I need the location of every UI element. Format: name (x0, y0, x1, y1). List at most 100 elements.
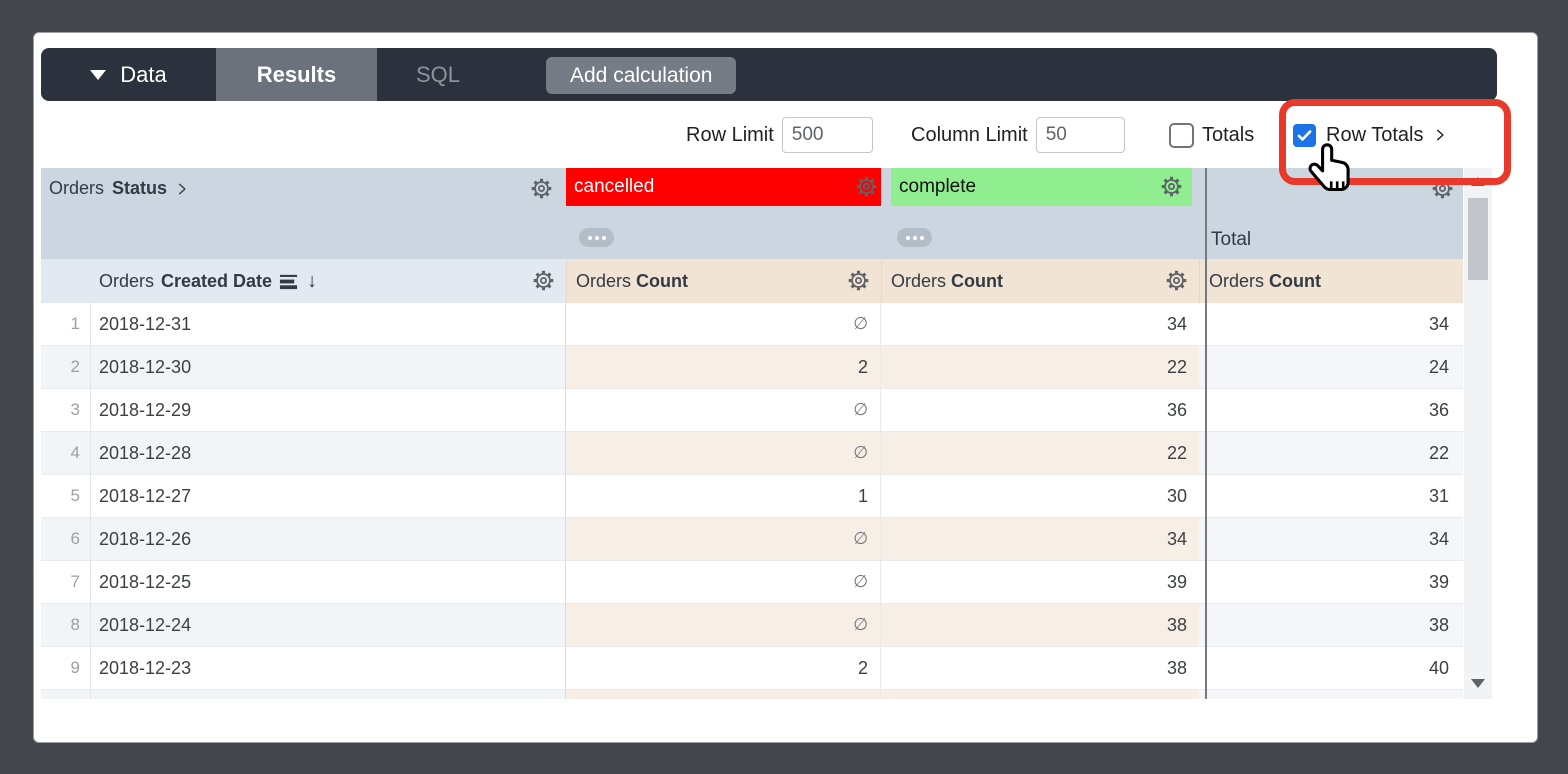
tab-sql[interactable]: SQL (377, 48, 499, 101)
row-number: 6 (41, 518, 91, 560)
row-totals-checkbox[interactable] (1293, 123, 1316, 147)
row-total-cell[interactable]: 38 (1199, 690, 1463, 699)
row-number: 10 (41, 690, 91, 699)
vertical-scrollbar[interactable] (1464, 168, 1492, 699)
row-total-cell[interactable]: 31 (1428, 485, 1449, 506)
date-cell[interactable]: 2018-12-26 (91, 518, 566, 560)
more-options-button[interactable] (897, 228, 932, 247)
complete-count-cell[interactable]: 22 (881, 346, 1199, 388)
gear-icon[interactable] (529, 176, 554, 201)
pivot-value-complete[interactable]: complete (891, 168, 1192, 206)
row-field-header[interactable]: Orders Created Date ↓ (91, 259, 566, 303)
table-row: 10 2018-12-22 ∅ 38 38 (41, 690, 1463, 699)
more-options-button[interactable] (579, 228, 614, 247)
gear-icon[interactable] (854, 174, 879, 199)
cancelled-count-cell[interactable]: ∅ (566, 604, 881, 646)
row-number: 9 (41, 647, 91, 689)
cancelled-count-cell[interactable]: ∅ (566, 389, 881, 431)
field-lines-icon (279, 272, 298, 291)
row-total-cell[interactable]: 40 (1428, 657, 1449, 678)
date-cell[interactable]: 2018-12-31 (91, 303, 566, 345)
row-number: 4 (41, 432, 91, 474)
pivot-value-label: complete (899, 176, 977, 197)
pivot-value-label: cancelled (574, 176, 655, 197)
date-cell[interactable]: 2018-12-24 (91, 604, 566, 646)
date-cell[interactable]: 2018-12-22 (91, 690, 566, 699)
gear-icon[interactable] (1430, 176, 1455, 201)
date-cell[interactable]: 2018-12-23 (91, 647, 566, 689)
pivot-field-name: Status (112, 178, 168, 198)
measure-name: Count (636, 270, 689, 291)
sort-descending-icon[interactable]: ↓ (307, 269, 318, 292)
scrollbar-thumb[interactable] (1468, 198, 1488, 280)
tab-data[interactable]: Data (41, 48, 216, 101)
column-limit-input[interactable] (1035, 117, 1125, 153)
column-limit-control: Column Limit (911, 116, 1125, 154)
measure-header-total[interactable]: Orders Count (1199, 259, 1463, 303)
add-calculation-button[interactable]: Add calculation (546, 57, 737, 94)
complete-count-cell[interactable]: 34 (881, 518, 1199, 560)
cancelled-count-cell[interactable]: ∅ (566, 518, 881, 560)
row-field-name: Created Date (161, 270, 273, 291)
complete-count-cell[interactable]: 36 (1166, 399, 1187, 420)
cancelled-count-cell[interactable]: 2 (566, 346, 881, 388)
row-total-cell[interactable]: 24 (1199, 346, 1463, 388)
cancelled-count-cell[interactable]: ∅ (566, 690, 881, 699)
scroll-up-icon[interactable] (1471, 177, 1485, 186)
measure-header-complete[interactable]: Orders Count (881, 259, 1199, 303)
row-total-cell[interactable]: 36 (1428, 399, 1449, 420)
complete-count-cell[interactable]: 30 (1166, 485, 1187, 506)
row-number: 1 (41, 303, 91, 345)
cancelled-count-cell[interactable]: ∅ (566, 432, 881, 474)
row-total-cell[interactable]: 22 (1199, 432, 1463, 474)
pivot-value-cancelled[interactable]: cancelled (566, 168, 887, 206)
row-number: 8 (41, 604, 91, 646)
cancelled-count-cell[interactable]: 1 (566, 475, 881, 517)
total-column-separator (1205, 168, 1207, 699)
scroll-down-icon[interactable] (1471, 679, 1485, 688)
table-row: 3 2018-12-29 ∅ 36 36 (41, 389, 1463, 432)
row-total-cell[interactable]: 34 (1428, 313, 1449, 334)
date-cell[interactable]: 2018-12-30 (91, 346, 566, 388)
date-cell[interactable]: 2018-12-28 (91, 432, 566, 474)
tab-results[interactable]: Results (216, 48, 377, 101)
complete-count-cell[interactable]: 22 (881, 432, 1199, 474)
caret-down-icon (90, 69, 107, 80)
measure-name: Count (1269, 270, 1322, 291)
row-total-cell[interactable]: 39 (1428, 571, 1449, 592)
date-cell[interactable]: 2018-12-27 (91, 475, 566, 517)
cancelled-count-cell[interactable]: 2 (566, 647, 881, 689)
date-cell[interactable]: 2018-12-29 (91, 389, 566, 431)
chevron-right-icon[interactable] (175, 182, 189, 196)
totals-control: Totals (1169, 116, 1254, 154)
total-header-label: Total (1211, 229, 1252, 250)
pivot-field-header[interactable]: Orders Status (41, 168, 566, 259)
pivot-column-complete: complete (881, 168, 1199, 259)
chevron-right-icon[interactable] (1433, 128, 1447, 142)
complete-count-cell[interactable]: 38 (881, 604, 1199, 646)
cancelled-count-cell[interactable]: ∅ (566, 561, 881, 603)
tab-bar: Data Results SQL Add calculation (41, 48, 1497, 101)
totals-checkbox[interactable] (1169, 122, 1194, 148)
row-limit-input[interactable] (781, 117, 873, 153)
complete-count-cell[interactable]: 38 (881, 690, 1199, 699)
measure-name: Count (951, 270, 1004, 291)
cancelled-count-cell[interactable]: ∅ (566, 303, 881, 345)
row-number: 3 (41, 389, 91, 431)
row-total-cell[interactable]: 34 (1199, 518, 1463, 560)
table-row: 8 2018-12-24 ∅ 38 38 (41, 604, 1463, 647)
gear-icon[interactable] (1164, 268, 1189, 293)
measure-header-cancelled[interactable]: Orders Count (566, 259, 881, 303)
gear-icon[interactable] (531, 268, 556, 293)
complete-count-cell[interactable]: 38 (1166, 657, 1187, 678)
table-row: 6 2018-12-26 ∅ 34 34 (41, 518, 1463, 561)
row-total-cell[interactable]: 38 (1199, 604, 1463, 646)
gear-icon[interactable] (1159, 174, 1184, 199)
row-number-header (41, 259, 91, 303)
pivot-field-prefix: Orders (49, 178, 105, 198)
date-cell[interactable]: 2018-12-25 (91, 561, 566, 603)
complete-count-cell[interactable]: 39 (1166, 571, 1187, 592)
gear-icon[interactable] (846, 268, 871, 293)
row-number: 2 (41, 346, 91, 388)
complete-count-cell[interactable]: 34 (1166, 313, 1187, 334)
